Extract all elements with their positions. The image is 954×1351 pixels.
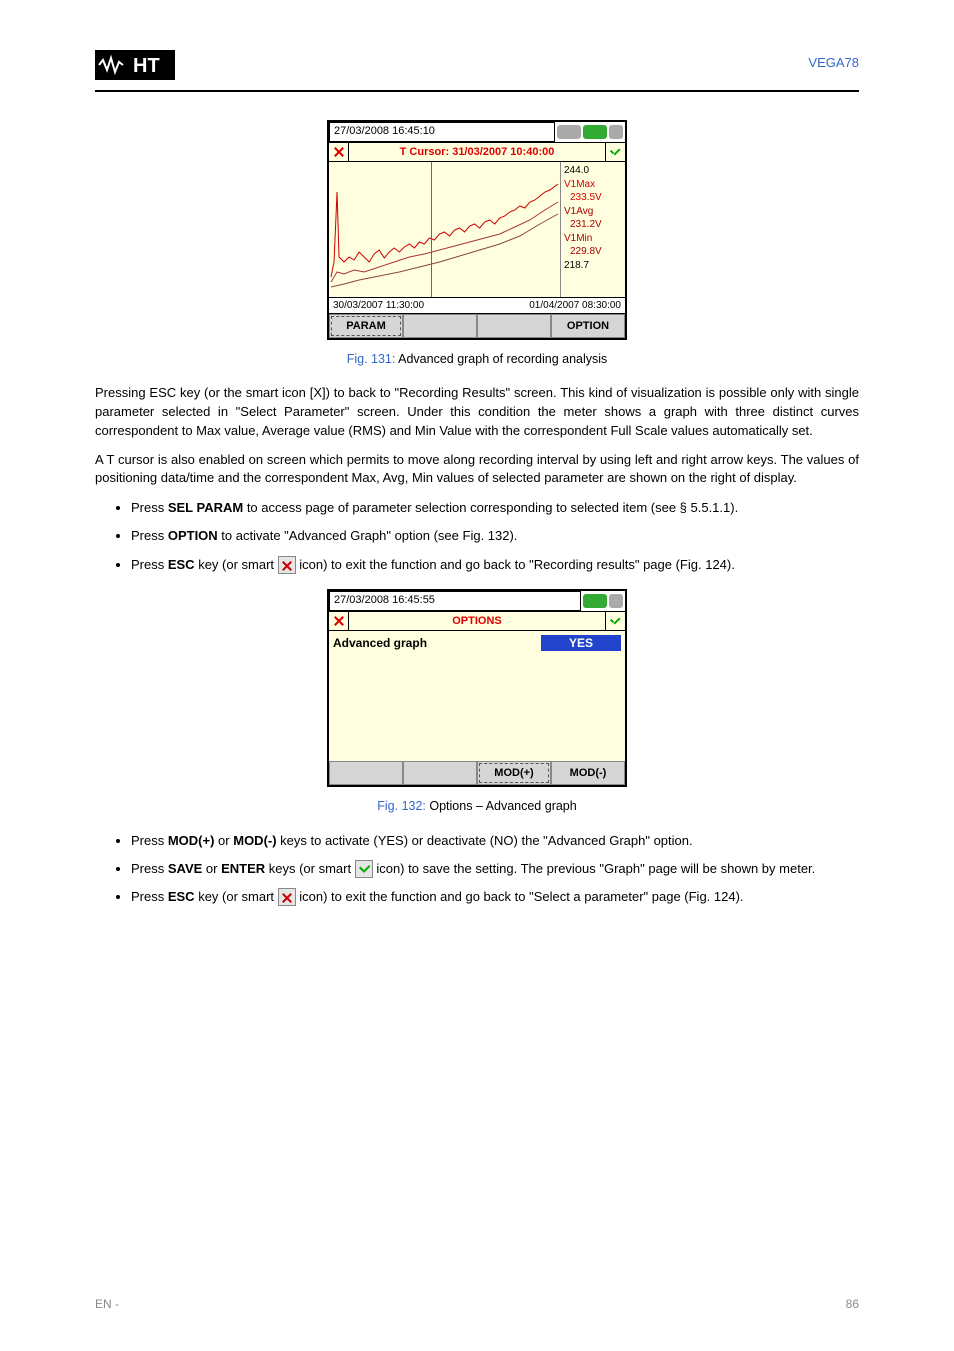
- battery-icon: [609, 125, 623, 139]
- legend-min-val: 229.8V: [564, 245, 622, 259]
- options-title: OPTIONS: [349, 615, 605, 627]
- chart-plot: [329, 162, 561, 297]
- close-icon-2[interactable]: [329, 612, 349, 630]
- battery-icon-2: [609, 594, 623, 608]
- time-cursor[interactable]: [431, 162, 432, 297]
- waveform-svg: [329, 162, 560, 297]
- status-icon-2: [583, 125, 607, 139]
- param-button[interactable]: PARAM: [329, 314, 403, 338]
- screenshot2-footer: MOD(+) MOD(-): [329, 761, 625, 785]
- legend-bottom-val: 218.7: [564, 259, 622, 273]
- legend-max-label: V1Max: [564, 178, 622, 192]
- bullet-list-2: Press MOD(+) or MOD(-) keys to activate …: [131, 831, 859, 907]
- legend-avg-val: 231.2V: [564, 218, 622, 232]
- mod-plus-button[interactable]: MOD(+): [477, 761, 551, 785]
- xaxis-right: 01/04/2007 08:30:00: [529, 300, 621, 311]
- option-row: Advanced graph YES: [333, 635, 621, 651]
- status-icon-1: [557, 125, 581, 139]
- legend-top-val: 244.0: [564, 164, 622, 178]
- confirm-icon-2[interactable]: [605, 612, 625, 630]
- figure2-caption: Fig. 132: Options – Advanced graph: [95, 799, 859, 813]
- bullet-1-3: Press ESC key (or smart icon) to exit th…: [131, 555, 859, 575]
- footer-empty-1: [403, 314, 477, 338]
- confirm-icon[interactable]: [605, 143, 625, 161]
- figure2-number: Fig. 132:: [377, 799, 426, 813]
- device-screenshot-1: 27/03/2008 16:45:10 T Cursor: 31/03/2007…: [327, 120, 627, 340]
- bullet-2-3: Press ESC key (or smart icon) to exit th…: [131, 887, 859, 907]
- option-label: Advanced graph: [333, 636, 541, 650]
- svg-text:HT: HT: [133, 55, 160, 77]
- content: 27/03/2008 16:45:10 T Cursor: 31/03/2007…: [95, 120, 859, 921]
- bullet-2-1: Press MOD(+) or MOD(-) keys to activate …: [131, 831, 859, 851]
- header-bar: HT VEGA78: [95, 50, 859, 92]
- figure1-caption: Fig. 131: Advanced graph of recording an…: [95, 352, 859, 366]
- cursor-text: T Cursor: 31/03/2007 10:40:00: [349, 146, 605, 158]
- footer-pagenum: 86: [846, 1297, 859, 1311]
- close-icon[interactable]: [329, 143, 349, 161]
- green-check-icon: [355, 860, 373, 878]
- option-value[interactable]: YES: [541, 635, 621, 651]
- status-icon-3: [583, 594, 607, 608]
- bullet-list-1: Press SEL PARAM to access page of parame…: [131, 498, 859, 574]
- screenshot1-timestamp: 27/03/2008 16:45:10: [329, 122, 555, 142]
- footer-empty-2: [477, 314, 551, 338]
- device-name: VEGA78: [808, 55, 859, 70]
- red-x-icon-2: [278, 888, 296, 906]
- screenshot1-footer: PARAM OPTION: [329, 314, 625, 338]
- options-body: Advanced graph YES: [329, 631, 625, 761]
- chart-xaxis: 30/03/2007 11:30:00 01/04/2007 08:30:00: [329, 297, 625, 314]
- status-icons-2: [581, 591, 625, 611]
- figure2-caption-text: Options – Advanced graph: [426, 799, 577, 813]
- screenshot2-timestamp: 27/03/2008 16:45:55: [329, 591, 581, 611]
- legend-avg-label: V1Avg: [564, 205, 622, 219]
- mod-minus-button[interactable]: MOD(-): [551, 761, 625, 785]
- chart-area: 244.0 V1Max 233.5V V1Avg 231.2V V1Min 22…: [329, 162, 625, 297]
- screenshot1-header: 27/03/2008 16:45:10: [329, 122, 625, 142]
- figure1-number: Fig. 131:: [347, 352, 396, 366]
- legend-min-label: V1Min: [564, 232, 622, 246]
- logo: HT: [95, 50, 175, 80]
- screenshot1-subheader: T Cursor: 31/03/2007 10:40:00: [329, 142, 625, 162]
- bullet-1-1: Press SEL PARAM to access page of parame…: [131, 498, 859, 518]
- screenshot2-subheader: OPTIONS: [329, 611, 625, 631]
- screenshot2-header: 27/03/2008 16:45:55: [329, 591, 625, 611]
- bullet-2-2: Press SAVE or ENTER keys (or smart icon)…: [131, 859, 859, 879]
- footer2-empty-1: [329, 761, 403, 785]
- device-screenshot-2: 27/03/2008 16:45:55 OPTIONS Advanced gra…: [327, 589, 627, 787]
- chart-legend: 244.0 V1Max 233.5V V1Avg 231.2V V1Min 22…: [561, 162, 625, 297]
- figure1-caption-text: Advanced graph of recording analysis: [395, 352, 607, 366]
- status-icons: [555, 122, 625, 142]
- footer-lang: EN -: [95, 1297, 119, 1311]
- paragraph-2: A T cursor is also enabled on screen whi…: [95, 451, 859, 489]
- legend-max-val: 233.5V: [564, 191, 622, 205]
- page-footer: EN - 86: [95, 1297, 859, 1311]
- paragraph-1: Pressing ESC key (or the smart icon [X])…: [95, 384, 859, 441]
- xaxis-left: 30/03/2007 11:30:00: [333, 300, 424, 311]
- bullet-1-2: Press OPTION to activate "Advanced Graph…: [131, 526, 859, 546]
- footer2-empty-2: [403, 761, 477, 785]
- red-x-icon: [278, 556, 296, 574]
- option-button[interactable]: OPTION: [551, 314, 625, 338]
